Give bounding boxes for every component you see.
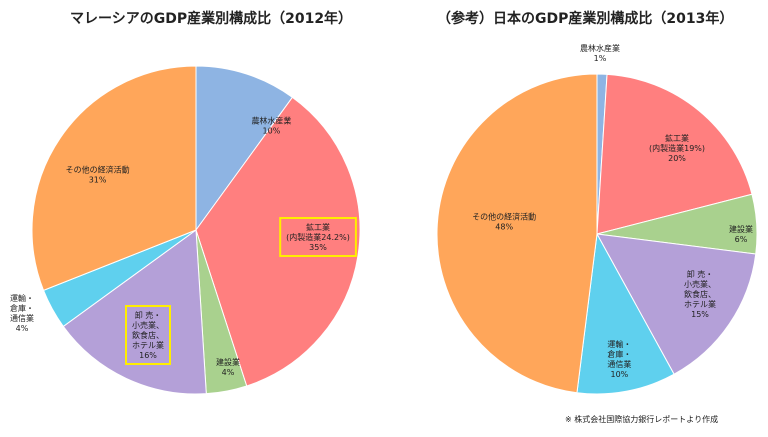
pie-slice-1-1	[596, 73, 753, 235]
slice-label-0-0: 農林水産業 10%	[251, 115, 291, 135]
chart-title-japan: （参考）日本のGDP産業別構成比（2013年）	[437, 11, 734, 27]
chart-title-malaysia: マレーシアのGDP産業別構成比（2012年）	[70, 11, 353, 27]
slice-label-0-5: その他の経済活動 31%	[66, 165, 130, 185]
slice-label-1-2: 建設業 6%	[729, 224, 753, 244]
pie-slice-0-5	[31, 65, 197, 292]
slice-label-1-0: 農林水産業 1%	[580, 43, 620, 63]
slice-label-1-4: 運輸・倉庫・通信業 10%	[607, 339, 631, 379]
slice-label-1-5: その他の経済活動 48%	[472, 211, 536, 231]
slice-label-0-3: 卸 売・小売業、飲食店、ホテル業 16%	[132, 310, 164, 360]
pie-slice-0-0	[195, 65, 294, 232]
pie-slice-0-1	[195, 96, 361, 387]
slice-label-0-1: 鉱工業(内製造業24.2%) 35%	[286, 222, 350, 252]
pie-slice-1-3	[596, 233, 757, 375]
slice-label-0-2: 建設業 4%	[216, 357, 240, 377]
highlight-box-0-3	[125, 305, 171, 365]
pie-malaysia: 農林水産業 10% 鉱工業(内製造業24.2%) 35% 建設業 4% 卸 売・小売業、飲食…	[10, 65, 361, 395]
source-note: ※ 株式会社国際協力銀行レポートより作成	[565, 415, 719, 424]
slice-label-1-1: 鉱工業(内製造業19%) 20%	[649, 133, 705, 163]
highlight-box-0-1	[279, 217, 357, 257]
pie-japan: 農林水産業 1% 鉱工業(内製造業19%) 20% 建設業 6% 卸 売・小売業、飲食店、ホ…	[436, 43, 758, 395]
pie-slice-1-5	[436, 73, 598, 394]
pie-slice-1-4	[576, 232, 675, 395]
slice-label-1-3: 卸 売・小売業、飲食店、ホテル業 15%	[684, 269, 716, 319]
slice-label-0-4: 運輸・倉庫・通信業 4%	[10, 293, 34, 333]
